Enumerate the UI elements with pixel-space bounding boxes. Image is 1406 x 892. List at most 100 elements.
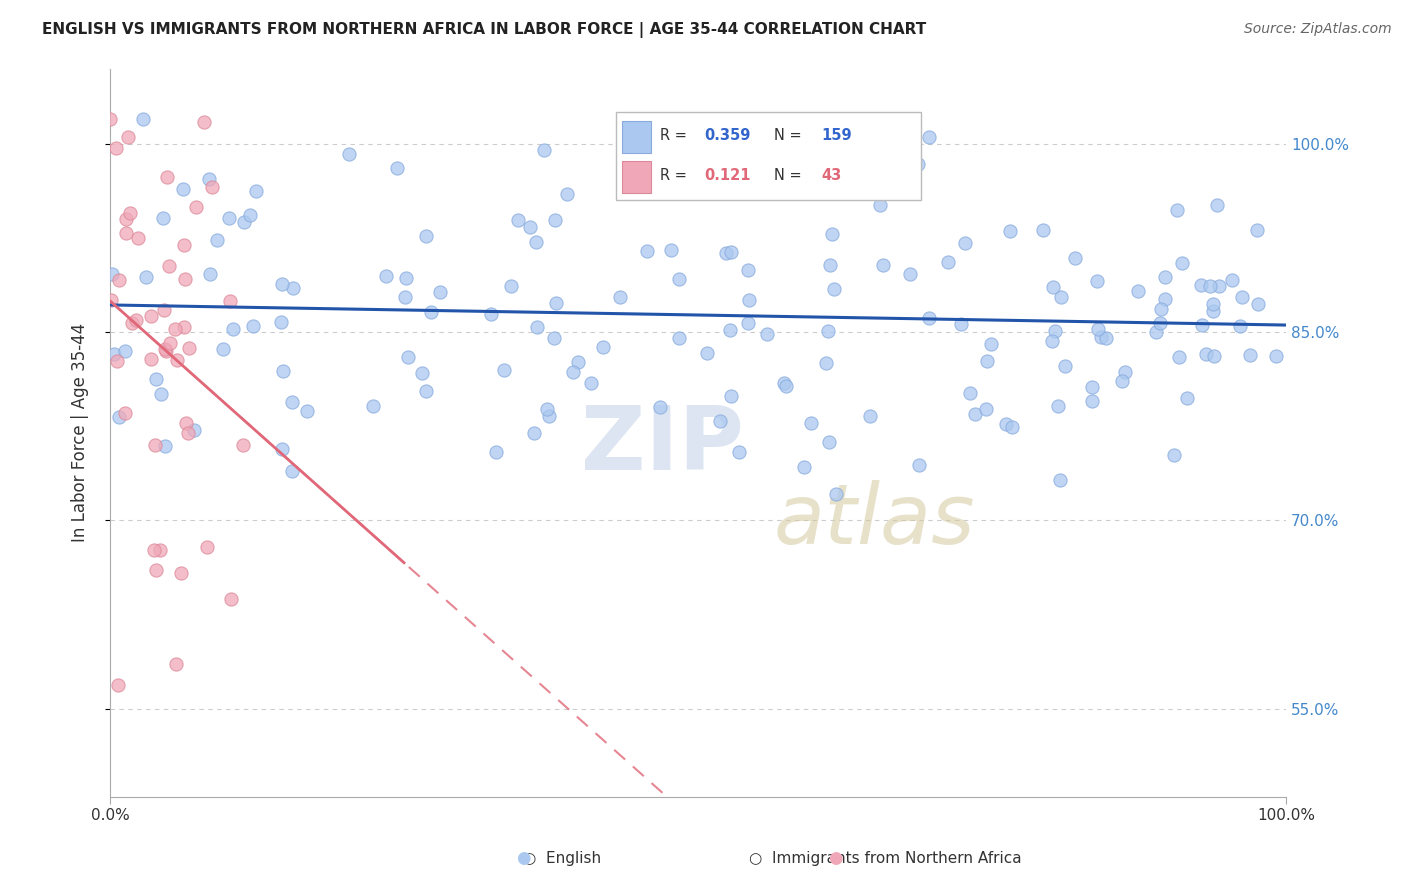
Point <box>953 235 976 250</box>
Point <box>1064 251 1087 265</box>
Text: ○  English: ○ English <box>523 851 602 865</box>
Point <box>153 342 176 356</box>
Point <box>1150 301 1173 316</box>
Point <box>636 244 658 258</box>
Text: ENGLISH VS IMMIGRANTS FROM NORTHERN AFRICA IN LABOR FORCE | AGE 35-44 CORRELATIO: ENGLISH VS IMMIGRANTS FROM NORTHERN AFRI… <box>42 22 927 38</box>
Point <box>152 211 174 225</box>
Point <box>821 227 844 242</box>
Point <box>640 176 662 190</box>
Point <box>641 155 664 169</box>
Point <box>105 141 128 155</box>
Point <box>411 366 433 380</box>
Point <box>1175 391 1198 405</box>
Point <box>1126 285 1149 299</box>
Point <box>817 324 839 338</box>
Point <box>396 350 419 364</box>
Text: ●: ● <box>828 849 842 867</box>
Point <box>337 146 360 161</box>
Bar <box>621 161 651 193</box>
Point <box>918 311 941 326</box>
Point <box>1090 329 1112 343</box>
Point <box>714 246 737 260</box>
Text: atlas: atlas <box>773 480 976 561</box>
Point <box>1046 400 1069 414</box>
Bar <box>621 121 651 153</box>
Text: N =: N = <box>775 168 807 183</box>
Point <box>107 273 129 287</box>
Point <box>281 465 304 479</box>
Point <box>143 438 166 452</box>
Point <box>1247 297 1270 311</box>
Text: 0.121: 0.121 <box>704 168 751 183</box>
Point <box>720 323 742 337</box>
Point <box>908 458 931 472</box>
Point <box>519 219 541 234</box>
Point <box>198 172 221 186</box>
Point <box>737 316 759 330</box>
Point <box>823 282 845 296</box>
Point <box>281 281 304 295</box>
Point <box>720 389 742 403</box>
Point <box>145 372 167 386</box>
Point <box>165 657 187 671</box>
Point <box>173 238 195 252</box>
Point <box>508 213 530 227</box>
Point <box>533 143 555 157</box>
Point <box>98 112 121 126</box>
Point <box>177 341 200 355</box>
Point <box>270 442 292 456</box>
Point <box>994 417 1017 432</box>
Point <box>419 305 441 319</box>
Point <box>184 200 207 214</box>
Point <box>374 268 396 283</box>
Point <box>270 277 292 292</box>
Point <box>562 365 585 379</box>
Point <box>869 198 891 212</box>
Point <box>193 114 215 128</box>
Point <box>132 112 155 126</box>
Point <box>218 211 240 225</box>
Point <box>270 315 292 329</box>
Point <box>157 259 180 273</box>
Point <box>429 285 451 300</box>
Point <box>115 226 138 240</box>
Point <box>1198 279 1220 293</box>
Point <box>155 344 177 359</box>
Point <box>858 409 880 424</box>
Point <box>142 543 165 558</box>
Point <box>772 376 794 391</box>
Point <box>361 399 384 413</box>
Point <box>1111 374 1133 388</box>
Point <box>101 267 124 281</box>
Point <box>950 318 973 332</box>
Point <box>1220 273 1243 287</box>
Point <box>650 400 672 414</box>
Text: ●: ● <box>516 849 530 867</box>
Point <box>107 678 129 692</box>
Point <box>1081 394 1104 409</box>
Point <box>1168 350 1191 364</box>
Point <box>222 322 245 336</box>
Point <box>998 224 1021 238</box>
Point <box>976 354 998 368</box>
Text: R =: R = <box>661 128 692 143</box>
Point <box>696 346 718 360</box>
Point <box>965 407 987 421</box>
Point <box>114 211 136 226</box>
Point <box>1246 223 1268 237</box>
Point <box>918 129 941 144</box>
Point <box>567 354 589 368</box>
Point <box>775 378 797 392</box>
Text: 159: 159 <box>821 128 852 143</box>
Point <box>120 206 142 220</box>
Point <box>858 165 880 179</box>
Point <box>755 327 778 342</box>
Point <box>1053 359 1076 373</box>
Point <box>814 356 837 370</box>
Point <box>1032 223 1054 237</box>
Point <box>100 293 122 307</box>
Point <box>1043 324 1066 338</box>
Point <box>526 320 548 334</box>
Text: 0.359: 0.359 <box>704 128 751 143</box>
Point <box>1049 473 1071 487</box>
